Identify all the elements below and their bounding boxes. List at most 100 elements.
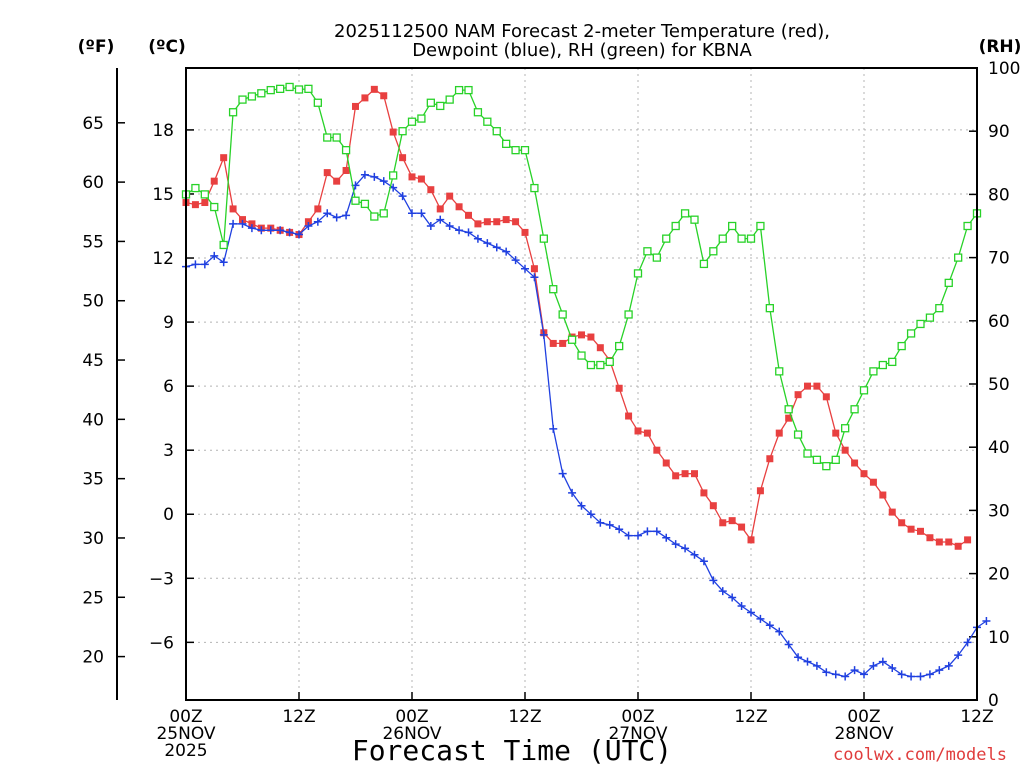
rh-point [784,405,793,414]
dewpoint-point [379,177,388,186]
celsius-tick-label: −6 [149,633,174,653]
rh-point [925,313,935,322]
temperature-point [964,536,972,544]
celsius-tick-label: 12 [152,249,174,269]
rh-point [370,212,379,221]
fahrenheit-tick-label: 50 [82,292,104,312]
dewpoint-point [408,209,416,218]
dewpoint-point [304,222,313,230]
dewpoint-point [586,510,595,519]
dewpoint-point [709,576,718,585]
dewpoint-point [747,608,755,617]
temperature-point [370,85,378,93]
dewpoint-point [530,273,539,282]
rh-point [633,269,643,278]
temperature-point [935,538,943,546]
rh-point [285,82,294,92]
dewpoint-point [596,518,605,527]
fahrenheit-ticks: 20 25 30 35 40 45 50 55 60 65 [82,114,125,668]
temperature-point [954,542,962,550]
dewpoint-point [841,672,850,681]
rh-point [200,190,209,199]
fahrenheit-tick-label: 55 [82,232,104,252]
rh-tick-label: 30 [988,501,1010,521]
temperature-point [672,472,680,480]
temperature-point [333,177,341,185]
fahrenheit-tick-label: 45 [82,351,104,371]
dewpoint-point [954,651,963,660]
dewpoint-point [784,640,793,649]
dewpoint-point [464,228,473,237]
dewpoint-point [690,550,699,559]
rh-point [341,146,351,155]
temperature-point [888,508,896,516]
celsius-unit-label: (ºC) [148,37,186,57]
dewpoint-line [185,174,987,678]
series-rh [181,82,982,471]
dewpoint-point [765,621,774,630]
celsius-tick-label: 6 [163,377,174,397]
rh-point [709,247,718,256]
temperature-point [794,391,802,399]
dewpoint-point [295,230,303,239]
rh-point [483,117,492,126]
dewpoint-point [737,602,746,611]
temperature-point [813,382,821,390]
rh-point [191,183,200,193]
temperature-point [700,489,708,497]
fahrenheit-tick-label: 60 [82,173,104,193]
temperature-point [530,265,538,273]
temperature-point [446,192,454,200]
dewpoint-point [502,247,511,256]
dewpoint-point [200,260,209,269]
celsius-tick-label: 9 [163,313,174,333]
temperature-point [728,517,736,525]
temperature-point [549,339,557,347]
temperature-point [926,534,934,542]
rh-point [944,278,953,288]
temperature-point [785,414,793,422]
rh-point [897,341,906,351]
temperature-point [210,177,218,185]
fahrenheit-tick-label: 65 [82,114,104,134]
rh-point [530,183,539,193]
rh-point [605,357,614,367]
celsius-ticks: −6 −3 0 3 6 9 12 15 18 [149,121,194,653]
rh-tick-label: 60 [988,312,1010,332]
rh-point [210,202,219,212]
dewpoint-point [417,209,426,218]
dewpoint-point [671,540,680,549]
rh-point [445,95,454,104]
rh-tick-label: 100 [988,59,1020,79]
rh-point [417,114,426,123]
dewpoint-point [907,672,916,681]
fahrenheit-unit-label: (ºF) [78,37,115,57]
temperature-point [342,166,350,174]
rh-tick-label: 70 [988,249,1010,269]
rh-point [888,357,897,367]
rh-point [313,98,322,107]
rh-tick-label: 80 [988,185,1010,205]
rh-point [219,240,228,250]
x-tick-label: 12Z [734,707,767,727]
temperature-point [521,228,529,236]
rh-point [351,196,360,205]
dewpoint-point [634,531,642,540]
temperature-point [907,525,915,533]
rh-point [680,209,690,218]
rh-point [323,133,332,142]
rh-ticks: 0 10 20 30 40 50 60 70 80 90 100 [969,59,1020,711]
temperature-point [832,429,840,437]
dewpoint-point [266,226,275,235]
dewpoint-point [643,527,652,536]
rh-point [652,253,661,262]
temperature-point [766,455,774,463]
temperature-point [229,205,237,213]
dewpoint-point [539,330,548,339]
temperature-line [185,88,968,548]
dewpoint-point [511,256,520,265]
rh-point [577,351,586,360]
rh-point [671,221,680,231]
temperature-point [869,478,877,486]
